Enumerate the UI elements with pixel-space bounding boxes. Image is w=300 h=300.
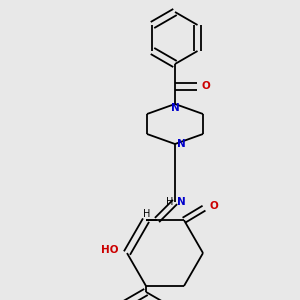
Text: N: N (171, 103, 179, 113)
Text: N: N (177, 139, 186, 149)
Text: O: O (209, 201, 218, 211)
Text: H: H (143, 209, 151, 219)
Text: O: O (202, 81, 211, 91)
Text: HO: HO (101, 245, 119, 255)
Text: H: H (166, 197, 173, 207)
Text: N: N (177, 197, 186, 207)
